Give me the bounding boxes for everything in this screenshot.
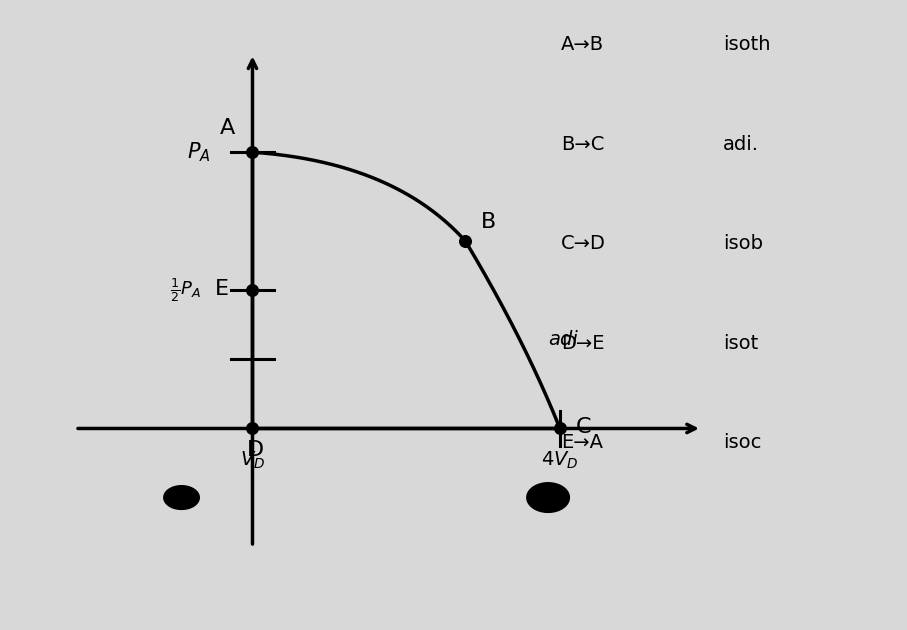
Polygon shape bbox=[164, 486, 200, 510]
Point bbox=[458, 236, 473, 246]
Text: isoc: isoc bbox=[723, 433, 762, 452]
Text: $\frac{1}{2}P_A$: $\frac{1}{2}P_A$ bbox=[170, 277, 200, 304]
Polygon shape bbox=[527, 483, 570, 512]
Text: A→B: A→B bbox=[561, 35, 604, 54]
Text: $P_A$: $P_A$ bbox=[188, 140, 211, 164]
Point bbox=[245, 285, 259, 295]
Text: isot: isot bbox=[723, 334, 758, 353]
Point bbox=[552, 423, 567, 433]
Text: D: D bbox=[247, 440, 264, 460]
Point bbox=[245, 423, 259, 433]
Text: isoth: isoth bbox=[723, 35, 771, 54]
Text: C→D: C→D bbox=[561, 234, 606, 253]
Text: B: B bbox=[481, 212, 496, 232]
Text: E: E bbox=[215, 279, 229, 299]
Point bbox=[245, 147, 259, 158]
Text: $V_D$: $V_D$ bbox=[239, 450, 265, 471]
Text: C: C bbox=[575, 418, 590, 437]
Text: isob: isob bbox=[723, 234, 763, 253]
Text: adi.: adi. bbox=[723, 135, 759, 154]
Text: D→E: D→E bbox=[561, 334, 605, 353]
Text: E→A: E→A bbox=[561, 433, 603, 452]
Text: B→C: B→C bbox=[561, 135, 605, 154]
Text: A: A bbox=[219, 118, 235, 139]
Text: adi: adi bbox=[548, 329, 578, 348]
Text: $4V_D$: $4V_D$ bbox=[541, 450, 579, 471]
